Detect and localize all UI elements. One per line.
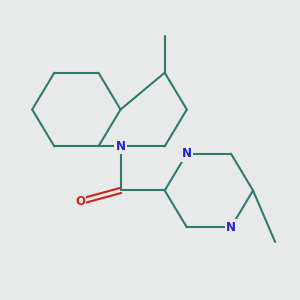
Text: N: N: [116, 140, 126, 153]
Text: N: N: [226, 221, 236, 234]
Text: O: O: [75, 195, 85, 208]
Text: N: N: [182, 147, 192, 160]
